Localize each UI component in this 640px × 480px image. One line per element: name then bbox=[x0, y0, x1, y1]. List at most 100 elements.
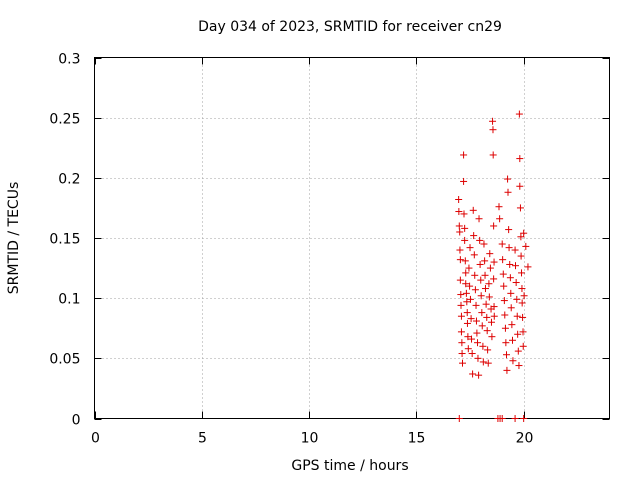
data-point bbox=[464, 345, 472, 353]
data-point bbox=[472, 301, 480, 309]
data-point bbox=[506, 260, 514, 268]
data-point bbox=[471, 286, 479, 294]
data-point bbox=[496, 215, 504, 223]
data-point bbox=[455, 208, 463, 216]
data-point bbox=[456, 228, 464, 236]
data-point bbox=[460, 151, 468, 159]
data-point bbox=[520, 292, 528, 300]
data-point bbox=[514, 330, 522, 338]
axis-ticks bbox=[94, 57, 610, 420]
x-tick-label: 5 bbox=[198, 431, 207, 447]
data-point bbox=[508, 321, 516, 329]
data-point bbox=[469, 206, 477, 214]
data-point bbox=[512, 279, 520, 287]
data-point bbox=[498, 240, 506, 248]
data-point bbox=[455, 222, 463, 230]
data-point bbox=[518, 285, 526, 293]
data-point bbox=[502, 339, 510, 347]
data-point bbox=[456, 276, 464, 284]
data-point bbox=[513, 312, 521, 320]
data-point bbox=[471, 271, 479, 279]
data-point bbox=[470, 232, 478, 240]
data-point bbox=[501, 311, 509, 319]
x-axis-label: GPS time / hours bbox=[291, 458, 408, 474]
data-point bbox=[484, 346, 492, 354]
data-point bbox=[509, 336, 517, 344]
data-point bbox=[507, 304, 515, 312]
y-tick-label: 0.2 bbox=[58, 172, 80, 188]
y-tick-label: 0.25 bbox=[49, 112, 80, 128]
data-point bbox=[457, 291, 465, 299]
data-point bbox=[476, 260, 484, 268]
data-point bbox=[500, 297, 508, 305]
data-point bbox=[490, 275, 498, 283]
data-point bbox=[470, 251, 478, 259]
data-point bbox=[466, 282, 474, 290]
data-point bbox=[472, 317, 480, 325]
data-point bbox=[481, 285, 489, 293]
y-axis-label: SRMTID / TECUs bbox=[6, 182, 22, 295]
data-point bbox=[457, 312, 465, 320]
y-tick-label: 0.1 bbox=[58, 292, 80, 308]
data-point bbox=[485, 293, 493, 301]
data-point bbox=[479, 358, 487, 366]
data-point bbox=[489, 117, 497, 125]
data-point bbox=[513, 295, 521, 303]
data-point bbox=[469, 370, 477, 378]
data-point bbox=[463, 309, 471, 317]
data-point bbox=[457, 301, 465, 309]
y-tick-label: 0.15 bbox=[49, 232, 80, 248]
data-point bbox=[509, 357, 517, 365]
data-point bbox=[514, 347, 522, 355]
data-point bbox=[482, 300, 490, 308]
data-point bbox=[518, 269, 526, 277]
data-point bbox=[505, 226, 513, 234]
data-point bbox=[456, 256, 464, 264]
data-point bbox=[466, 244, 474, 252]
data-point bbox=[465, 264, 473, 272]
data-point bbox=[460, 210, 468, 218]
data-point bbox=[511, 415, 519, 422]
data-point bbox=[461, 236, 469, 244]
data-point bbox=[481, 257, 489, 265]
data-point bbox=[477, 292, 485, 300]
data-point bbox=[485, 280, 493, 288]
data-point bbox=[462, 269, 470, 277]
data-point bbox=[520, 229, 528, 237]
data-point bbox=[515, 110, 523, 118]
data-point bbox=[520, 415, 528, 422]
data-point bbox=[463, 298, 471, 306]
data-point bbox=[458, 339, 466, 347]
data-point bbox=[503, 366, 511, 374]
data-point bbox=[474, 339, 482, 347]
data-point bbox=[519, 313, 527, 321]
data-point bbox=[461, 257, 469, 265]
data-point bbox=[487, 318, 495, 326]
data-point bbox=[479, 342, 487, 350]
data-point bbox=[456, 246, 464, 254]
gridlines bbox=[94, 57, 610, 419]
data-point bbox=[468, 335, 476, 343]
data-point bbox=[480, 240, 488, 248]
y-tick-label: 0.3 bbox=[58, 52, 80, 68]
data-point bbox=[524, 263, 532, 271]
data-point bbox=[486, 264, 494, 272]
data-point bbox=[512, 262, 520, 270]
data-point bbox=[464, 333, 472, 341]
data-point bbox=[516, 182, 524, 190]
data-point bbox=[462, 280, 470, 288]
data-point bbox=[499, 256, 507, 264]
data-point bbox=[478, 322, 486, 330]
data-point bbox=[486, 250, 494, 258]
data-point bbox=[519, 328, 527, 336]
data-point bbox=[488, 333, 496, 341]
data-point bbox=[490, 258, 498, 266]
data-point bbox=[522, 242, 530, 250]
data-point bbox=[500, 282, 508, 290]
data-point bbox=[477, 276, 485, 284]
x-tick-label: 10 bbox=[301, 431, 319, 447]
data-point bbox=[463, 319, 471, 327]
data-point bbox=[483, 327, 491, 335]
data-point bbox=[474, 354, 482, 362]
